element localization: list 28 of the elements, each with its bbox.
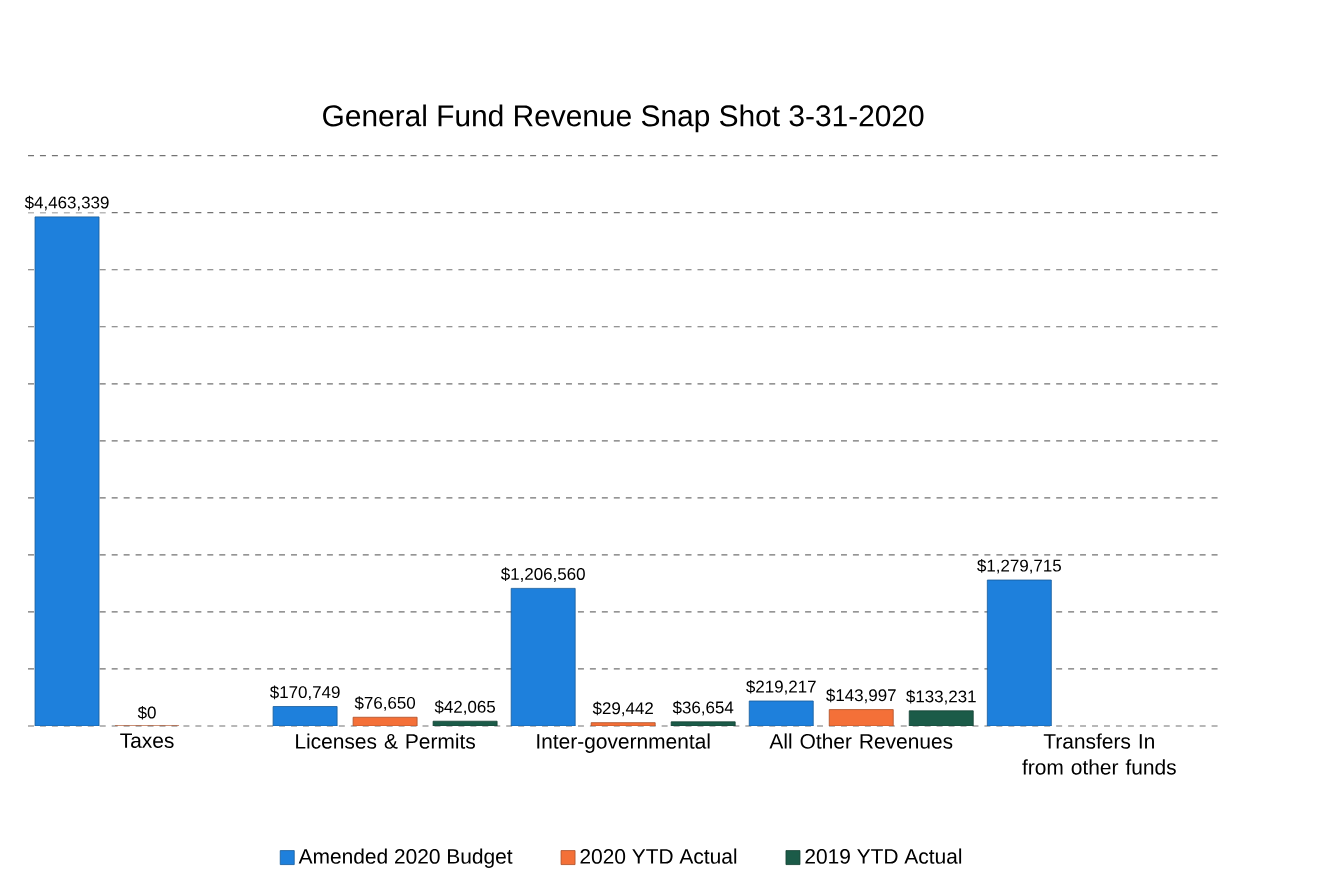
bar xyxy=(272,706,338,726)
x-tick-label: Inter-governmental xyxy=(537,733,710,753)
legend-label: Amended 2020 Budget xyxy=(298,848,513,868)
data-label: $4,463,339 xyxy=(24,195,109,211)
x-tick-label: Licenses & Permits xyxy=(296,733,475,749)
data-label: $36,654 xyxy=(672,700,734,716)
bar xyxy=(908,710,974,726)
data-label: $143,997 xyxy=(826,688,896,704)
data-label: $1,206,560 xyxy=(500,567,585,582)
chart-title: General Fund Revenue Snap Shot 3-31-2020 xyxy=(323,104,924,133)
legend-label: 2020 YTD Actual xyxy=(580,848,737,864)
bar xyxy=(34,216,100,726)
data-label: $42,065 xyxy=(434,700,495,715)
data-label: $1,279,715 xyxy=(977,558,1061,574)
data-label: $29,442 xyxy=(592,701,653,717)
data-label: $76,650 xyxy=(354,696,416,711)
x-tick-label: Taxes xyxy=(120,733,174,748)
x-tick-label: Transfers In from other funds xyxy=(1022,733,1176,775)
x-tick-label: All Other Revenues xyxy=(769,733,953,749)
legend-label: 2019 YTD Actual xyxy=(805,848,962,864)
data-label: $133,231 xyxy=(906,689,976,705)
bar xyxy=(748,700,814,726)
bar xyxy=(828,709,894,726)
data-label: $170,749 xyxy=(269,685,340,701)
data-label: $219,217 xyxy=(746,679,816,695)
bar xyxy=(510,587,576,726)
bar xyxy=(986,579,1052,726)
data-label: $0 xyxy=(137,705,156,720)
